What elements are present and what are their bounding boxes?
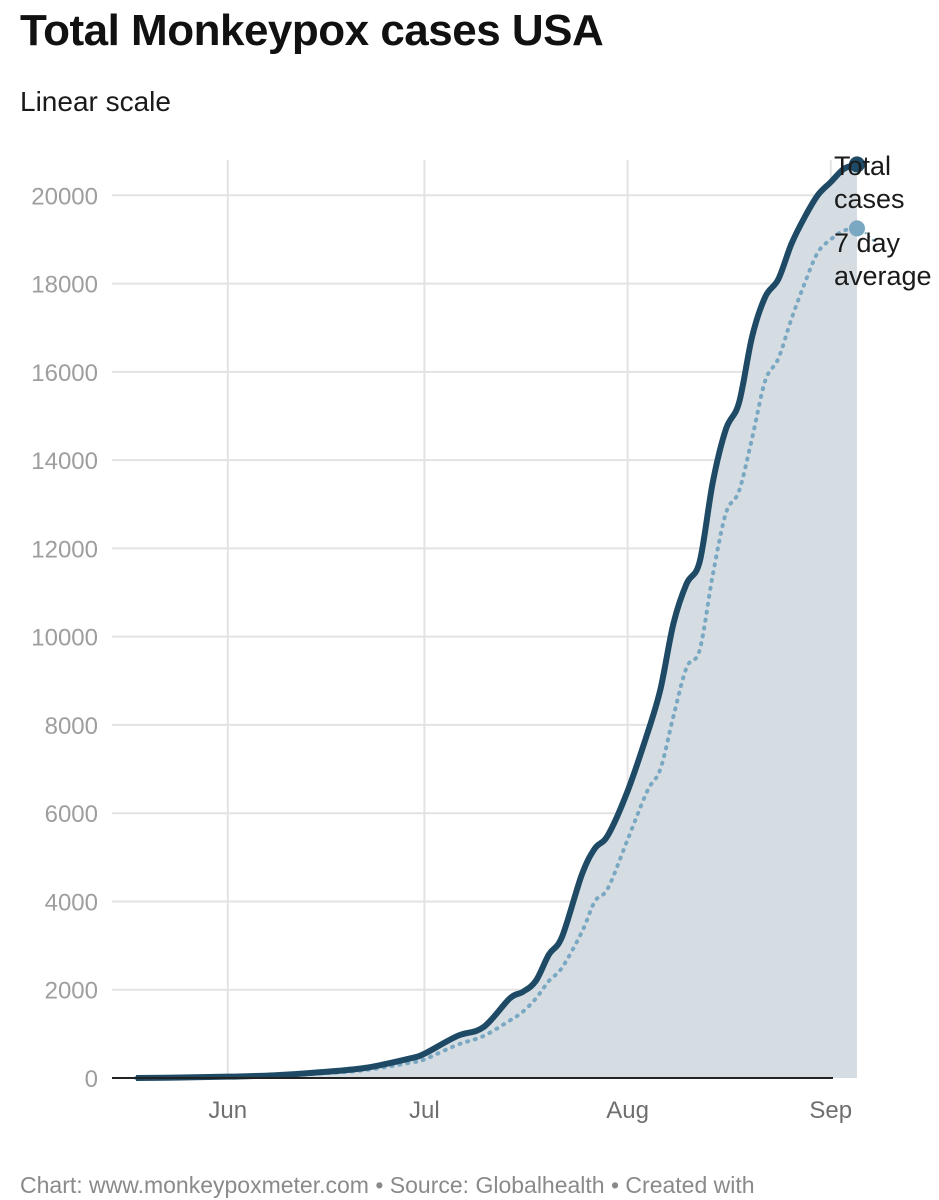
chart-footer: Chart: www.monkeypoxmeter.com • Source: …: [20, 1172, 755, 1198]
total-cases-end-marker: [849, 156, 865, 173]
x-tick-label: Jun: [208, 1097, 247, 1124]
grid-lines: [112, 160, 833, 1078]
legend-seven-day-average: 7 day average: [834, 228, 932, 291]
line-chart: 0 2000 4000 6000 8000 10000 12000 14000 16000 180…: [31, 151, 932, 1124]
chart-subtitle: Linear scale: [20, 86, 171, 117]
y-tick-label: 10000: [31, 625, 98, 652]
total-cases-area: [136, 164, 857, 1079]
x-tick-label: Jul: [409, 1097, 440, 1124]
y-tick-label: 16000: [31, 360, 98, 387]
total-cases-line: [135, 161, 858, 1081]
y-tick-label: 18000: [31, 272, 98, 299]
seven-day-average-line: [134, 226, 859, 1080]
y-tick-label: 8000: [45, 713, 98, 740]
y-tick-label: 14000: [31, 448, 98, 475]
y-tick-label: 12000: [31, 536, 98, 563]
chart-title: Total Monkeypox cases USA: [20, 6, 604, 55]
seven-day-average-connector: [864, 231, 876, 244]
x-tick-label: Sep: [809, 1097, 852, 1124]
x-tick-label: Aug: [606, 1097, 649, 1124]
seven-day-average-end-marker: [849, 220, 865, 237]
legend-total-cases: Total cases: [834, 151, 905, 214]
y-tick-label: 20000: [31, 183, 98, 210]
y-tick-label: 6000: [45, 801, 98, 828]
y-tick-label: 0: [85, 1066, 98, 1093]
y-tick-label: 4000: [45, 889, 98, 916]
x-axis-ticks: Jun Jul Aug Sep: [208, 1097, 852, 1124]
y-axis-ticks: 0 2000 4000 6000 8000 10000 12000 14000 16000 180…: [31, 183, 98, 1093]
y-tick-label: 2000: [45, 978, 98, 1005]
